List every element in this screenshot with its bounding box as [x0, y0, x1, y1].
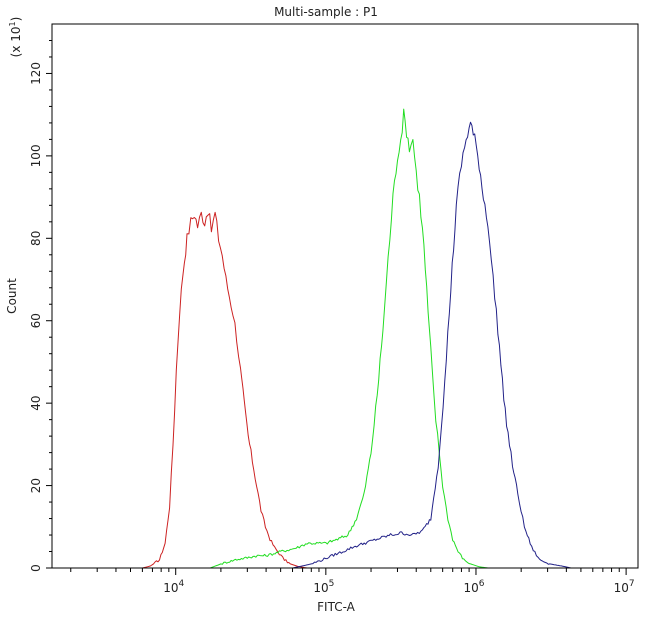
y-tick-label: 0 — [29, 564, 43, 572]
x-tick-exponent: 7 — [629, 579, 635, 589]
x-tick-exponent: 4 — [178, 579, 184, 589]
x-tick-base: 10 — [313, 581, 328, 595]
y-multiplier-prefix: (x 10 — [9, 26, 23, 57]
histogram-series-3 — [292, 121, 572, 569]
x-tick-label: 105 — [313, 579, 334, 595]
plot-frame — [51, 23, 639, 569]
y-tick-label: 120 — [29, 62, 43, 85]
x-tick-base: 10 — [463, 581, 478, 595]
x-tick-exponent: 5 — [329, 579, 335, 589]
y-tick-label: 80 — [29, 231, 43, 246]
y-tick-label: 100 — [29, 144, 43, 167]
histogram-series-1 — [142, 211, 308, 569]
x-tick-exponent: 6 — [479, 579, 485, 589]
x-tick-base: 10 — [163, 581, 178, 595]
x-axis-label: FITC-A — [317, 600, 356, 614]
chart-title: Multi-sample : P1 — [274, 5, 378, 19]
y-multiplier-exponent: 1 — [8, 21, 17, 26]
y-multiplier-suffix: ) — [9, 17, 23, 22]
x-axis-ticks: 104 105 106 107 — [70, 568, 635, 595]
histogram-series-2 — [210, 108, 488, 569]
x-tick-label: 106 — [463, 579, 484, 595]
x-tick-base: 10 — [614, 581, 629, 595]
y-axis-ticks: 0 20 40 60 80 100 120 — [29, 39, 52, 572]
x-tick-label: 107 — [614, 579, 635, 595]
y-tick-label: 40 — [29, 396, 43, 411]
y-multiplier-label: (x 101) — [8, 17, 23, 58]
series-layer — [142, 108, 572, 569]
x-tick-label: 104 — [163, 579, 184, 595]
y-tick-label: 60 — [29, 313, 43, 328]
y-tick-label: 20 — [29, 478, 43, 493]
y-axis-label: Count — [5, 278, 19, 314]
